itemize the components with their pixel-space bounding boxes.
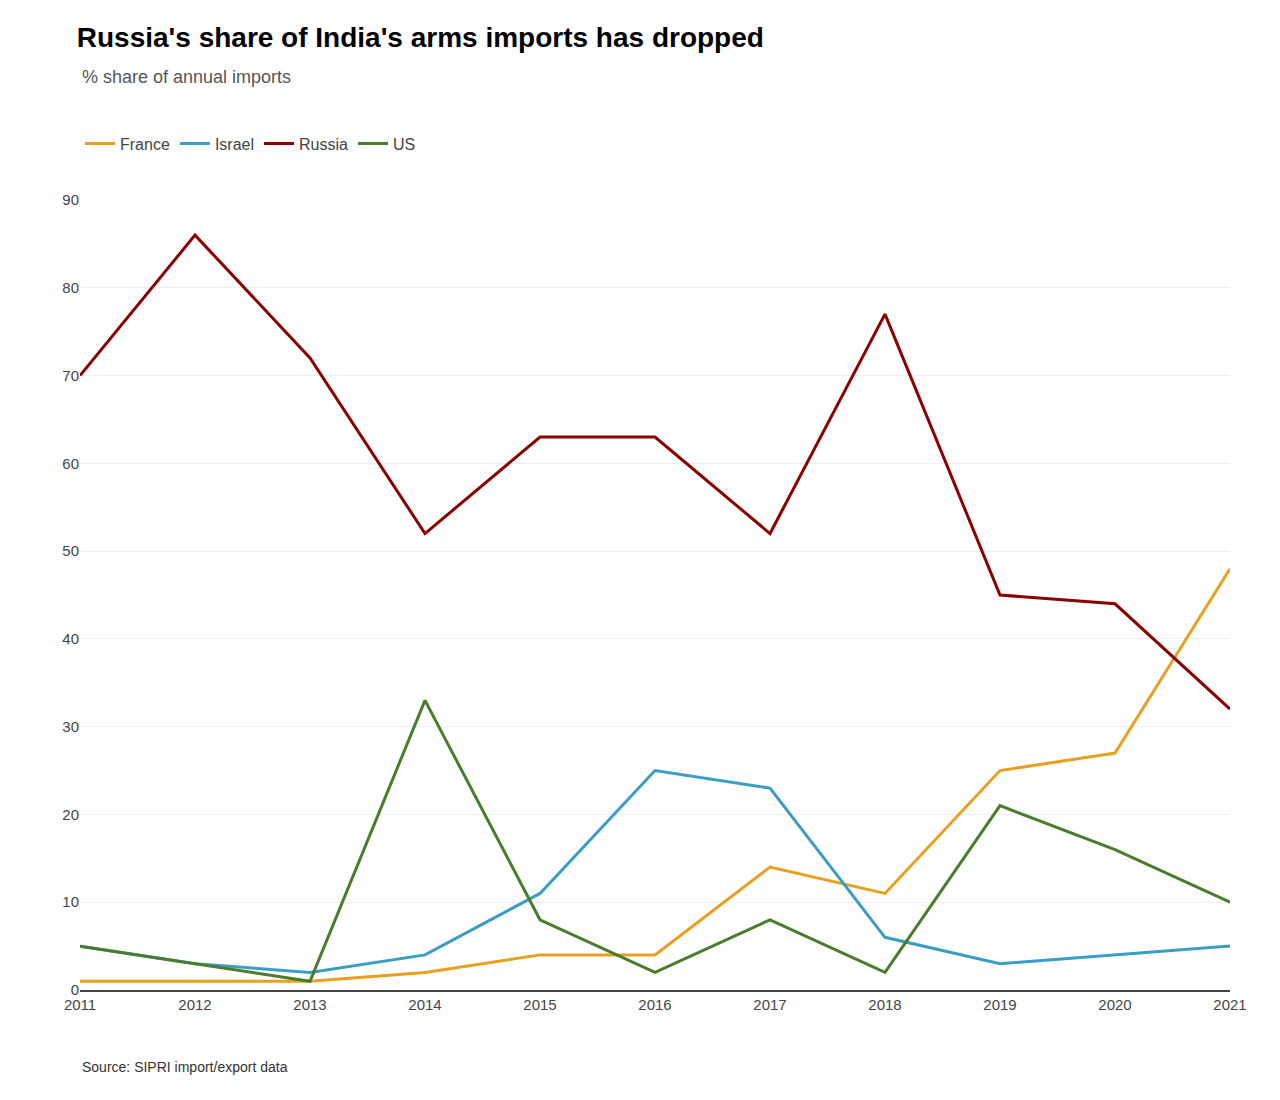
svg-text:2020: 2020 — [1098, 996, 1131, 1013]
svg-text:60: 60 — [62, 455, 79, 472]
svg-text:2018: 2018 — [868, 996, 901, 1013]
svg-text:80: 80 — [62, 279, 79, 296]
svg-text:10: 10 — [62, 893, 79, 910]
svg-text:2015: 2015 — [523, 996, 556, 1013]
svg-text:% share of annual imports: % share of annual imports — [82, 67, 291, 87]
svg-text:Russia's share of India's arms: Russia's share of India's arms imports h… — [77, 22, 764, 53]
svg-text:2021: 2021 — [1213, 996, 1246, 1013]
svg-text:Source: SIPRI import/export da: Source: SIPRI import/export data — [82, 1059, 288, 1075]
svg-text:30: 30 — [62, 718, 79, 735]
svg-text:Israel: Israel — [215, 136, 254, 153]
svg-text:40: 40 — [62, 630, 79, 647]
svg-text:2019: 2019 — [983, 996, 1016, 1013]
svg-text:0: 0 — [71, 981, 79, 998]
svg-text:2012: 2012 — [178, 996, 211, 1013]
svg-text:2013: 2013 — [293, 996, 326, 1013]
svg-text:90: 90 — [62, 191, 79, 208]
svg-text:France: France — [120, 136, 170, 153]
svg-text:US: US — [393, 136, 415, 153]
svg-text:50: 50 — [62, 542, 79, 559]
svg-text:2016: 2016 — [638, 996, 671, 1013]
svg-text:2011: 2011 — [64, 996, 96, 1013]
svg-text:2014: 2014 — [408, 996, 441, 1013]
svg-text:70: 70 — [62, 367, 79, 384]
svg-text:2017: 2017 — [753, 996, 786, 1013]
svg-text:Russia: Russia — [299, 136, 348, 153]
svg-text:20: 20 — [62, 806, 79, 823]
